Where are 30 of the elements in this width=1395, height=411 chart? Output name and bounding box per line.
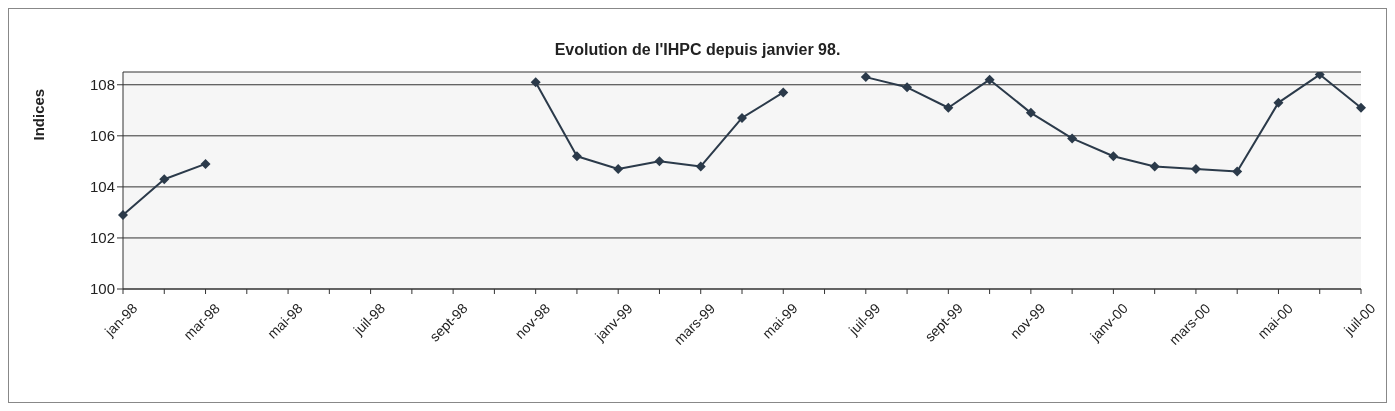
point: [1356, 102, 1366, 113]
point: [695, 161, 706, 172]
point: [778, 87, 789, 98]
point: [200, 158, 211, 169]
point: [1067, 133, 1078, 144]
point: [530, 77, 541, 88]
point: [943, 102, 954, 113]
point: [984, 74, 995, 85]
point: [1314, 72, 1325, 80]
y-tick-label: 106: [89, 127, 115, 145]
y-tick-label: 104: [89, 178, 115, 196]
y-tick-label: 102: [89, 229, 115, 247]
point: [159, 174, 170, 185]
y-tick-label: 108: [89, 76, 115, 94]
point: [571, 151, 582, 162]
point: [902, 82, 913, 93]
point: [1108, 151, 1119, 162]
point: [860, 72, 871, 83]
point: [737, 112, 747, 123]
point: [1149, 161, 1160, 172]
point: [1232, 166, 1243, 177]
chart-title: Evolution de l'IHPC depuis janvier 98.: [553, 41, 842, 59]
point: [118, 209, 128, 220]
point: [1273, 97, 1284, 108]
point: [1025, 107, 1036, 118]
point: [1190, 164, 1201, 175]
point: [613, 164, 624, 175]
y-axis-title: Indices: [30, 88, 48, 141]
point: [654, 156, 665, 167]
y-tick-label: 100: [89, 280, 115, 298]
